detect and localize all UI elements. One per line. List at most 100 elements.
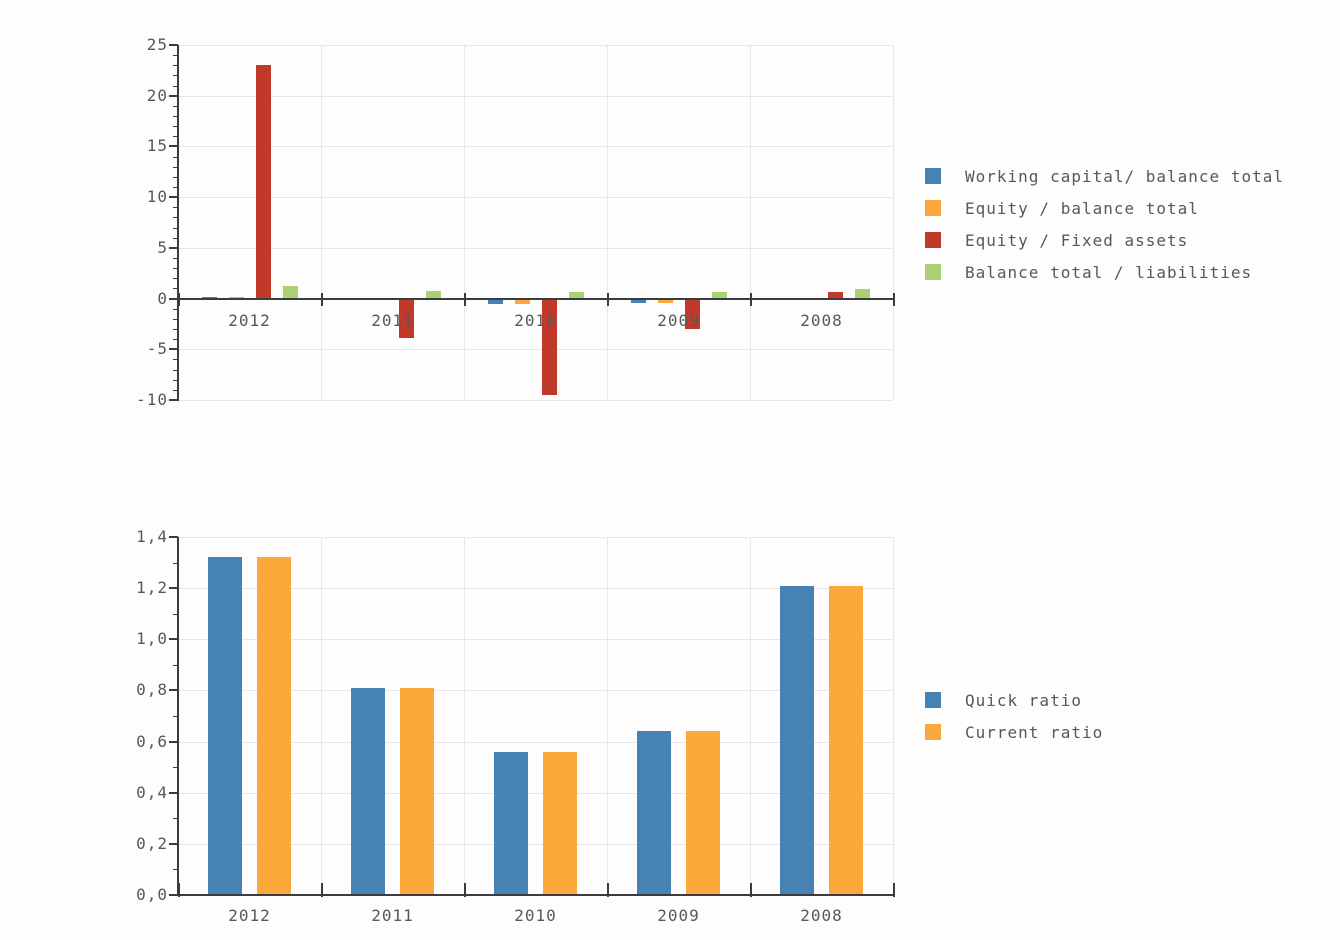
y-axis-major-tick xyxy=(169,843,178,845)
y-tick-label: 0 xyxy=(157,289,168,308)
legend-label: Balance total / liabilities xyxy=(965,262,1253,282)
y-axis-major-tick xyxy=(169,894,178,896)
x-axis-tick xyxy=(321,293,323,306)
y-axis-line xyxy=(177,537,179,896)
bar-equity-balance-total-2010 xyxy=(515,299,530,304)
y-axis-major-tick xyxy=(169,792,178,794)
y-axis-minor-tick xyxy=(173,116,178,117)
bar-quick-ratio-2011 xyxy=(351,688,385,895)
y-tick-label: 0,2 xyxy=(136,834,168,853)
x-axis-tick xyxy=(607,883,609,897)
y-tick-label: 1,2 xyxy=(136,578,168,597)
y-axis-minor-tick xyxy=(173,228,178,229)
gridline-horizontal xyxy=(178,793,893,794)
legend-label: Equity / Fixed assets xyxy=(965,230,1189,250)
gridline-vertical xyxy=(750,537,751,895)
y-tick-label: 0,4 xyxy=(136,783,168,802)
y-axis-major-tick xyxy=(169,196,178,198)
y-axis-minor-tick xyxy=(173,126,178,127)
y-axis-major-tick xyxy=(169,298,178,300)
gridline-vertical xyxy=(750,45,751,400)
y-axis-minor-tick xyxy=(173,370,178,371)
x-axis-line xyxy=(177,298,893,300)
x-axis-tick xyxy=(178,293,180,306)
financial-structure-chart-legend: Working capital/ balance total Equity / b… xyxy=(925,160,1284,288)
y-axis-minor-tick xyxy=(173,278,178,279)
x-axis-tick xyxy=(750,293,752,306)
bar-quick-ratio-2012 xyxy=(208,557,242,895)
y-axis-major-tick xyxy=(169,638,178,640)
bar-balance-total-liabilities-2008 xyxy=(855,289,870,298)
bar-equity-fixed-assets-2008 xyxy=(828,292,843,298)
y-axis-minor-tick xyxy=(173,136,178,137)
x-axis-line xyxy=(177,894,893,896)
y-axis-minor-tick xyxy=(173,563,178,564)
y-axis-major-tick xyxy=(169,587,178,589)
bar-quick-ratio-2008 xyxy=(780,586,814,895)
y-axis-minor-tick xyxy=(173,767,178,768)
y-axis-minor-tick xyxy=(173,380,178,381)
gridline-horizontal xyxy=(178,45,893,46)
y-tick-label: 0,8 xyxy=(136,680,168,699)
legend-item-quick-ratio: Quick ratio xyxy=(925,684,1103,716)
gridline-horizontal xyxy=(178,197,893,198)
gridline-horizontal xyxy=(178,537,893,538)
bar-current-ratio-2008 xyxy=(829,586,863,895)
x-category-label: 2011 xyxy=(371,311,414,330)
bar-balance-total-liabilities-2012 xyxy=(283,286,298,299)
y-axis-minor-tick xyxy=(173,339,178,340)
legend-label: Quick ratio xyxy=(965,690,1082,710)
gridline-horizontal xyxy=(178,639,893,640)
y-axis-minor-tick xyxy=(173,614,178,615)
legend-item-balance-total-liabilities: Balance total / liabilities xyxy=(925,256,1284,288)
y-axis-major-tick xyxy=(169,44,178,46)
gridline-vertical xyxy=(607,537,608,895)
y-tick-label: 5 xyxy=(157,238,168,257)
bar-current-ratio-2009 xyxy=(686,731,720,895)
y-axis-minor-tick xyxy=(173,238,178,239)
x-category-label: 2011 xyxy=(371,906,414,925)
bar-equity-balance-total-2009 xyxy=(658,299,673,303)
y-axis-minor-tick xyxy=(173,187,178,188)
y-axis-minor-tick xyxy=(173,157,178,158)
y-axis-major-tick xyxy=(169,689,178,691)
x-category-label: 2008 xyxy=(800,906,843,925)
gridline-vertical xyxy=(464,537,465,895)
legend-item-current-ratio: Current ratio xyxy=(925,716,1103,748)
y-axis-minor-tick xyxy=(173,359,178,360)
y-axis-minor-tick xyxy=(173,288,178,289)
y-axis-minor-tick xyxy=(173,665,178,666)
y-tick-label: 25 xyxy=(146,35,168,54)
gridline-vertical xyxy=(607,45,608,400)
gridline-horizontal xyxy=(178,400,893,401)
legend-swatch-working-capital-balance-total xyxy=(925,168,941,184)
y-tick-label: 20 xyxy=(146,86,168,105)
bar-equity-fixed-assets-2011 xyxy=(399,299,414,338)
x-axis-tick xyxy=(321,883,323,897)
y-axis-minor-tick xyxy=(173,167,178,168)
bar-current-ratio-2012 xyxy=(257,557,291,895)
y-axis-minor-tick xyxy=(173,716,178,717)
bar-current-ratio-2010 xyxy=(543,752,577,895)
x-axis-tick xyxy=(893,883,895,897)
y-tick-label: 0,6 xyxy=(136,732,168,751)
y-tick-label: 1,4 xyxy=(136,527,168,546)
legend-label: Current ratio xyxy=(965,722,1104,742)
y-axis-minor-tick xyxy=(173,106,178,107)
y-axis-major-tick xyxy=(169,95,178,97)
y-axis-minor-tick xyxy=(173,390,178,391)
y-tick-label: 0,0 xyxy=(136,885,168,904)
bar-working-capital-balance-total-2010 xyxy=(488,299,503,304)
bar-quick-ratio-2010 xyxy=(494,752,528,895)
y-axis-minor-tick xyxy=(173,207,178,208)
x-axis-tick xyxy=(607,293,609,306)
x-axis-tick xyxy=(464,293,466,306)
x-category-label: 2009 xyxy=(657,906,700,925)
x-category-label: 2009 xyxy=(657,311,700,330)
bar-equity-fixed-assets-2012 xyxy=(256,65,271,298)
y-axis-minor-tick xyxy=(173,217,178,218)
legend-swatch-equity-fixed-assets xyxy=(925,232,941,248)
y-tick-label: 1,0 xyxy=(136,629,168,648)
